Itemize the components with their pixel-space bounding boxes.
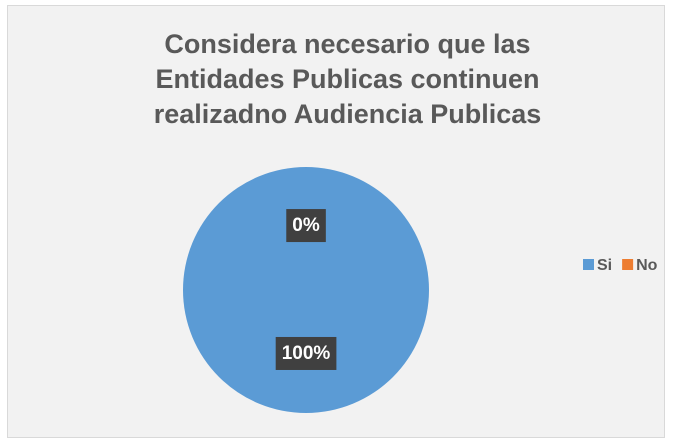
legend-swatch	[622, 259, 634, 270]
pie-slice	[183, 167, 429, 413]
data-label-box	[275, 336, 337, 370]
data-label: 100%	[282, 343, 331, 364]
chart-title: Considera necesario que las Entidades Pu…	[153, 29, 542, 129]
legend-label: No	[636, 257, 658, 274]
data-label-box	[286, 209, 326, 243]
legend-swatch	[583, 259, 594, 270]
legend-label: Si	[597, 257, 612, 274]
data-label: 0%	[292, 215, 320, 236]
